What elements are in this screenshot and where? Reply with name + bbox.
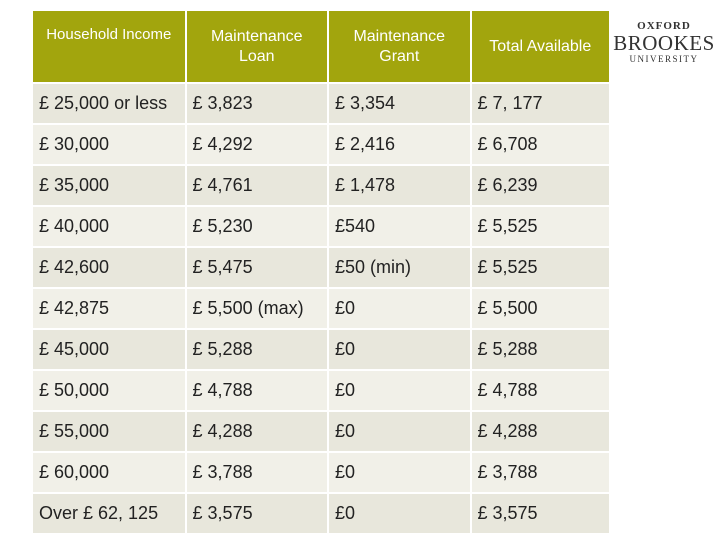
table-row: £ 45,000 £ 5,288 £0 £ 5,288 [33, 330, 609, 369]
table-cell: £ 4,292 [186, 125, 328, 164]
table-row: £ 50,000 £ 4,788 £0 £ 4,788 [33, 371, 609, 410]
header-row: Household Income Maintenance Loan Maintena… [33, 11, 609, 82]
table-cell: £ 5,288 [186, 330, 328, 369]
table-cell: £ 5,475 [186, 248, 328, 287]
header-cell: Maintenance Grant [329, 11, 470, 82]
table-row: Over £ 62, 125 £ 3,575 £0 £ 3,575 [33, 494, 609, 533]
table-cell: £ 35,000 [33, 166, 185, 205]
table-cell: £0 [329, 371, 470, 410]
header-cell: Total Available [471, 11, 609, 82]
table-row: £ 60,000 £ 3,788 £0 £ 3,788 [33, 453, 609, 492]
table-cell: £ 3,354 [329, 84, 470, 123]
table-cell: £ 6,239 [471, 166, 609, 205]
table-cell: £ 3,575 [471, 494, 609, 533]
table-cell: £540 [329, 207, 470, 246]
table-cell: £ 5,230 [186, 207, 328, 246]
table-row: £ 42,875 £ 5,500 (max) £0 £ 5,500 [33, 289, 609, 328]
table-cell: £ 4,288 [186, 412, 328, 451]
table-cell: £ 5,500 [471, 289, 609, 328]
table-cell: Over £ 62, 125 [33, 494, 185, 533]
table-cell: £0 [329, 289, 470, 328]
table-cell: £ 42,600 [33, 248, 185, 287]
logo-line: BROOKES [613, 31, 715, 55]
table-cell: £ 45,000 [33, 330, 185, 369]
table-cell: £0 [329, 453, 470, 492]
table-row: £ 25,000 or less £ 3,823 £ 3,354 £ 7, 177 [33, 84, 609, 123]
table-row: £ 30,000 £ 4,292 £ 2,416 £ 6,708 [33, 125, 609, 164]
table-cell: £ 3,788 [186, 453, 328, 492]
table-cell: £ 3,823 [186, 84, 328, 123]
table-cell: £ 4,788 [471, 371, 609, 410]
table-row: £ 55,000 £ 4,288 £0 £ 4,288 [33, 412, 609, 451]
table-cell: £ 40,000 [33, 207, 185, 246]
table-cell: £ 7, 177 [471, 84, 609, 123]
table-cell: £ 6,708 [471, 125, 609, 164]
table-cell: £ 50,000 [33, 371, 185, 410]
logo: OXFORD BROOKES UNIVERSITY [612, 20, 716, 64]
table-cell: £ 1,478 [329, 166, 470, 205]
table-cell: £ 60,000 [33, 453, 185, 492]
table-cell: £ 3,788 [471, 453, 609, 492]
logo-line: OXFORD [637, 20, 691, 32]
table-row: £ 40,000 £ 5,230 £540 £ 5,525 [33, 207, 609, 246]
table-cell: £ 42,875 [33, 289, 185, 328]
table-cell: £ 5,500 (max) [186, 289, 328, 328]
table-row: £ 35,000 £ 4,761 £ 1,478 £ 6,239 [33, 166, 609, 205]
table-cell: £ 4,788 [186, 371, 328, 410]
table-row: £ 42,600 £ 5,475 £50 (min) £ 5,525 [33, 248, 609, 287]
table-cell: £ 5,288 [471, 330, 609, 369]
table-cell: £0 [329, 494, 470, 533]
table-cell: £ 4,288 [471, 412, 609, 451]
table-cell: £ 5,525 [471, 207, 609, 246]
table-cell: £ 4,761 [186, 166, 328, 205]
table-cell: £0 [329, 412, 470, 451]
income-table: Household Income Maintenance Loan Maintena… [31, 9, 611, 535]
table-cell: £ 25,000 or less [33, 84, 185, 123]
header-cell: Household Income [33, 11, 185, 82]
table-cell: £ 2,416 [329, 125, 470, 164]
table-cell: £ 3,575 [186, 494, 328, 533]
table-cell: £ 55,000 [33, 412, 185, 451]
table-cell: £0 [329, 330, 470, 369]
header-cell: Maintenance Loan [186, 11, 328, 82]
table-cell: £ 30,000 [33, 125, 185, 164]
logo-line: UNIVERSITY [629, 54, 699, 64]
table-cell: £50 (min) [329, 248, 470, 287]
table-cell: £ 5,525 [471, 248, 609, 287]
